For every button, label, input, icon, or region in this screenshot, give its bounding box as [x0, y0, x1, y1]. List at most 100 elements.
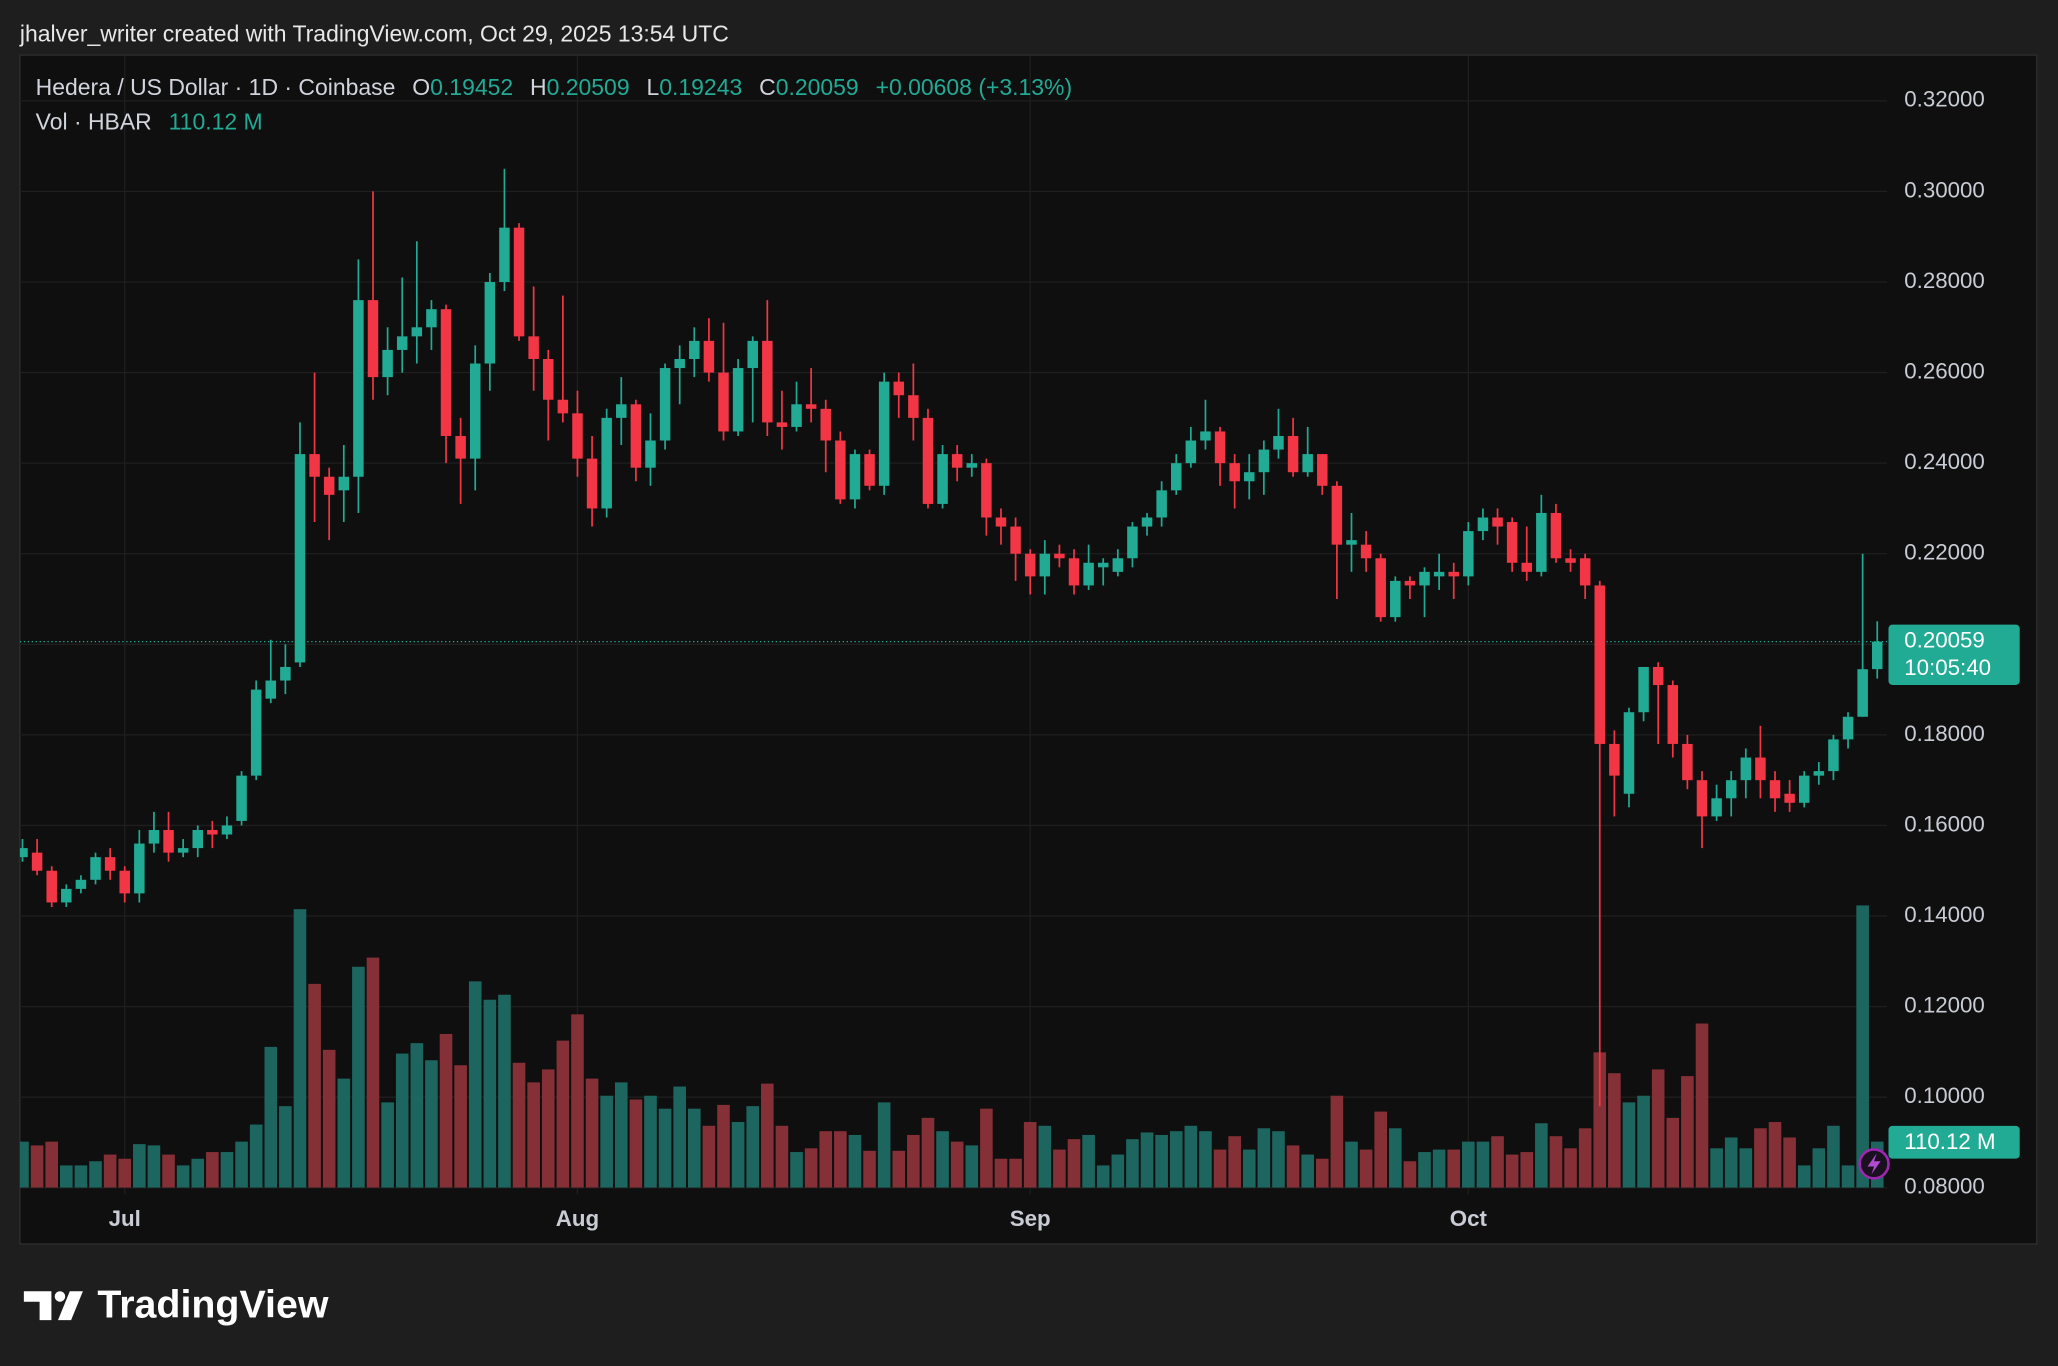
y-tick-label: 0.14000 — [1904, 902, 1985, 927]
volume-tag — [1888, 1125, 2020, 1159]
candle-body — [732, 368, 744, 432]
volume-bar — [512, 1062, 526, 1188]
volume-bar — [89, 1161, 102, 1188]
volume-bar — [468, 981, 482, 1188]
candle-body — [1769, 780, 1781, 799]
volume-bar — [527, 1082, 540, 1188]
candle-body — [61, 888, 72, 903]
volume-bar — [454, 1065, 467, 1188]
candle-body — [1390, 580, 1401, 618]
candle-body — [1258, 449, 1270, 473]
volume-bar — [1257, 1128, 1271, 1188]
candle-body — [776, 422, 788, 427]
volume-bar — [1359, 1149, 1373, 1188]
candle-body — [1755, 757, 1766, 781]
volume-bar — [980, 1108, 993, 1188]
candle-body — [1550, 512, 1562, 559]
candle-body — [1696, 780, 1708, 817]
candle-body — [1565, 558, 1576, 563]
candle-body — [1623, 712, 1635, 794]
candle-body — [1419, 571, 1430, 586]
candle-body — [1667, 685, 1679, 744]
volume-bar — [1462, 1141, 1475, 1188]
y-tick-label: 0.30000 — [1904, 177, 1985, 202]
candle-body — [104, 857, 116, 871]
y-tick-label: 0.24000 — [1904, 449, 1985, 474]
candle-body — [791, 404, 802, 427]
candle-body — [1638, 666, 1649, 713]
volume-bar — [1695, 1023, 1709, 1188]
open-value: 0.19452 — [430, 74, 513, 100]
candle-body — [1170, 463, 1182, 491]
volume-bar — [279, 1106, 292, 1188]
high-value: 0.20509 — [547, 74, 630, 100]
candles — [19, 168, 1888, 1107]
candle-body — [280, 666, 291, 681]
candle-body — [177, 848, 189, 853]
lightning-icon[interactable] — [1858, 1148, 1890, 1180]
volume-bar — [819, 1131, 833, 1188]
volume-bar — [571, 1014, 584, 1188]
volume-bar — [1476, 1141, 1490, 1188]
volume-bar — [322, 1049, 336, 1188]
candle-body — [1609, 743, 1620, 776]
candle-body — [1521, 562, 1532, 572]
candle-body — [1068, 558, 1080, 586]
volume-bar — [1184, 1125, 1198, 1188]
candle-body — [1448, 571, 1459, 577]
volume-bar — [1856, 905, 1869, 1188]
volume-bar — [220, 1152, 234, 1188]
icon-bolt[interactable] — [1867, 1153, 1881, 1175]
volume-bar — [717, 1104, 730, 1188]
volume-bar — [176, 1165, 190, 1188]
volume-bar — [1651, 1069, 1665, 1188]
low-label: L — [646, 74, 659, 100]
candle-body — [221, 825, 233, 835]
y-tick-label: 0.26000 — [1904, 358, 1985, 383]
candle-body — [455, 435, 466, 459]
brand: TradingView — [97, 1282, 329, 1326]
volume-bar — [1578, 1128, 1592, 1188]
candle-body — [1346, 540, 1357, 545]
volume-bar — [731, 1122, 745, 1188]
attribution: jhalver_writer created with TradingView.… — [19, 20, 729, 46]
logo-mark — [23, 1291, 52, 1321]
candle-body — [1273, 435, 1284, 450]
candle-body — [1112, 558, 1124, 572]
volume-bar — [965, 1145, 979, 1188]
volume-bar — [1593, 1052, 1607, 1188]
grid — [19, 55, 1888, 1195]
volume-bar — [687, 1108, 701, 1188]
candle-body — [762, 340, 773, 423]
candle-body — [1652, 666, 1664, 686]
candle-body — [1506, 522, 1518, 563]
volume-bar — [658, 1108, 672, 1188]
candle-body — [513, 227, 525, 337]
volume-bar — [1622, 1102, 1636, 1188]
volume-bar — [1418, 1152, 1431, 1188]
candle-body — [294, 454, 306, 663]
candle-body — [835, 440, 846, 500]
volume-bar — [308, 983, 321, 1188]
volume-bar — [1724, 1137, 1738, 1188]
candle-body — [543, 358, 554, 400]
candle-body — [1725, 780, 1737, 799]
volume-bar — [848, 1134, 862, 1188]
volume-bar — [337, 1078, 351, 1188]
candle-body — [1039, 553, 1051, 577]
candle-body — [922, 417, 934, 504]
candle-body — [864, 454, 875, 486]
candle-body — [1317, 454, 1328, 486]
candle-body — [528, 336, 539, 359]
y-tick-label: 0.10000 — [1904, 1083, 1985, 1108]
volume-bar — [235, 1141, 248, 1188]
candle-body — [1127, 526, 1138, 559]
volume-bar — [1389, 1128, 1402, 1188]
logo-dot — [54, 1291, 66, 1302]
volume-bar — [1228, 1136, 1241, 1188]
candle-body — [1010, 526, 1021, 554]
low-value: 0.19243 — [659, 74, 742, 100]
candle-body — [163, 829, 174, 853]
volume-bar — [498, 994, 511, 1188]
x-tick-label: Aug — [556, 1206, 599, 1231]
